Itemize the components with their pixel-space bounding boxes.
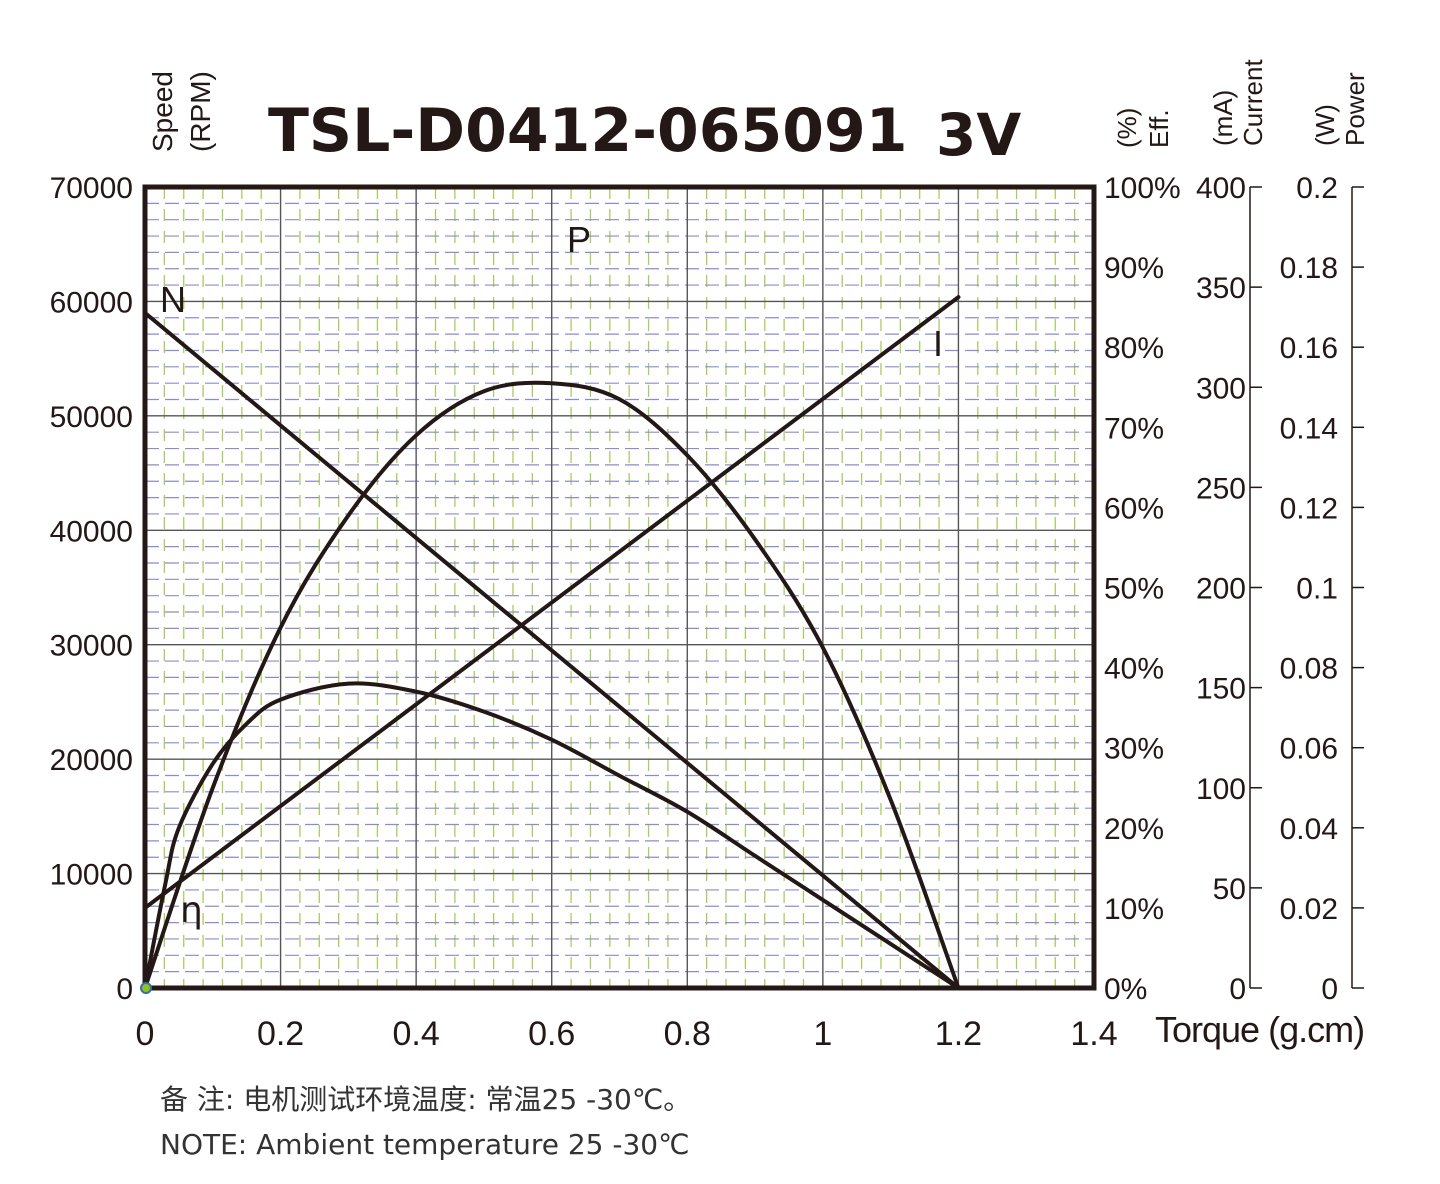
current-tick-label: 300 <box>1196 372 1246 405</box>
plot-frame <box>142 184 1097 991</box>
eff-tick-label: 70% <box>1104 412 1164 445</box>
eff-tick-label: 20% <box>1104 813 1164 846</box>
grid <box>145 187 1094 988</box>
speed-axis-label-line1: Speed <box>147 71 178 152</box>
x-tick-label: 0.2 <box>257 1015 304 1053</box>
power-axis-label-line1: (W) <box>1310 104 1340 146</box>
curve-label-p: P <box>567 219 591 260</box>
eff-tick-label: 80% <box>1104 332 1164 365</box>
speed-tick-label: 70000 <box>50 172 133 205</box>
power-tick-label: 0.14 <box>1280 412 1338 445</box>
curve-label-eta: η <box>180 890 203 931</box>
current-axis-label-line1: (mA) <box>1208 90 1238 146</box>
current-tick-label: 50 <box>1213 873 1246 906</box>
power-tick-label: 0.1 <box>1296 573 1338 606</box>
eff-axis-label-line2: Eff. <box>1144 109 1174 148</box>
speed-axis-label-line2: (RPM) <box>185 71 216 152</box>
eff-tick-label: 0% <box>1104 973 1147 1006</box>
eff-tick-label: 10% <box>1104 893 1164 926</box>
power-tick-label: 0.16 <box>1280 332 1338 365</box>
voltage-label: 3V <box>936 101 1021 169</box>
eff-tick-label: 90% <box>1104 252 1164 285</box>
chart-title: TSL-D0412-065091 <box>268 96 907 166</box>
eff-tick-label: 30% <box>1104 733 1164 766</box>
curve-current <box>143 295 961 910</box>
speed-tick-label: 60000 <box>50 286 133 319</box>
curve-efficiency <box>143 681 961 990</box>
current-tick-label: 100 <box>1196 773 1246 806</box>
current-tick-label: 0 <box>1229 973 1246 1006</box>
current-tick-label: 200 <box>1196 573 1246 606</box>
eff-tick-label: 40% <box>1104 653 1164 686</box>
speed-tick-label: 50000 <box>50 401 133 434</box>
x-tick-label: 1.2 <box>935 1015 982 1053</box>
current-axis-label-line2: Current <box>1238 59 1268 146</box>
power-axis-label-line2: Power <box>1340 72 1370 146</box>
note-english: NOTE: Ambient temperature 25 -30℃ <box>160 1128 690 1161</box>
note-chinese: 备 注: 电机测试环境温度: 常温25 -30℃。 <box>160 1083 692 1116</box>
x-tick-label: 1.4 <box>1070 1015 1117 1053</box>
curve-power <box>143 380 961 990</box>
speed-tick-label: 20000 <box>50 744 133 777</box>
axes: 0 0.2 0.4 0.6 0.8 1 1.2 1.401000020000300004000… <box>50 172 1364 1053</box>
power-tick-label: 0.08 <box>1280 653 1338 686</box>
current-tick-label: 250 <box>1196 472 1246 505</box>
curves <box>143 295 961 990</box>
origin-marker <box>140 982 152 994</box>
eff-tick-label: 50% <box>1104 573 1164 606</box>
current-tick-label: 350 <box>1196 272 1246 305</box>
x-axis-label: Torque (g.cm) <box>1155 1009 1364 1050</box>
curve-label-n: N <box>160 279 186 320</box>
x-tick-label: 1 <box>813 1015 832 1053</box>
motor-performance-chart: 0 0.2 0.4 0.6 0.8 1 1.2 1.401000020000300004000… <box>50 59 1370 1053</box>
x-tick-label: 0 <box>136 1015 155 1053</box>
speed-tick-label: 30000 <box>50 630 133 663</box>
power-tick-label: 0.2 <box>1296 172 1338 205</box>
power-tick-label: 0.18 <box>1280 252 1338 285</box>
curve-speed <box>143 310 961 990</box>
power-tick-label: 0.04 <box>1280 813 1338 846</box>
eff-tick-label: 60% <box>1104 492 1164 525</box>
current-tick-label: 400 <box>1196 172 1246 205</box>
power-tick-label: 0.12 <box>1280 492 1338 525</box>
x-tick-label: 0.4 <box>393 1015 440 1053</box>
x-tick-label: 0.6 <box>528 1015 575 1053</box>
eff-axis-label-line1: (%) <box>1112 108 1142 148</box>
x-tick-label: 0.8 <box>664 1015 711 1053</box>
eff-tick-label: 100% <box>1104 172 1181 205</box>
curve-label-i: I <box>933 323 943 364</box>
speed-tick-label: 40000 <box>50 515 133 548</box>
speed-tick-label: 0 <box>116 973 133 1006</box>
speed-tick-label: 10000 <box>50 859 133 892</box>
power-tick-label: 0.02 <box>1280 893 1338 926</box>
power-tick-label: 0 <box>1321 973 1338 1006</box>
current-tick-label: 150 <box>1196 673 1246 706</box>
power-tick-label: 0.06 <box>1280 733 1338 766</box>
